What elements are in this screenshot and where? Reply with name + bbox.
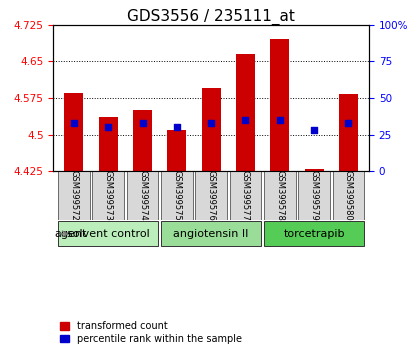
Text: GSM399580: GSM399580 (343, 170, 352, 221)
Point (139, 120, 146, 126)
Legend: transformed count, percentile rank within the sample: transformed count, percentile rank withi… (58, 319, 243, 346)
Bar (58, 171, 90, 220)
Bar (263, 221, 363, 246)
Bar (99, 118, 117, 171)
Text: GSM399572: GSM399572 (69, 170, 78, 221)
Title: GDS3556 / 235111_at: GDS3556 / 235111_at (127, 8, 294, 25)
Text: GSM399574: GSM399574 (138, 170, 147, 221)
Bar (126, 171, 158, 220)
Bar (263, 171, 295, 220)
Point (310, 127, 317, 133)
Bar (338, 94, 357, 171)
Bar (58, 221, 158, 246)
Text: torcetrapib: torcetrapib (283, 229, 344, 239)
Point (105, 124, 111, 130)
Text: GSM399576: GSM399576 (206, 170, 215, 221)
Bar (64, 93, 83, 171)
Bar (167, 130, 186, 171)
Bar (161, 221, 261, 246)
Bar (133, 110, 152, 171)
Point (276, 117, 282, 123)
Bar (201, 88, 220, 171)
Bar (161, 171, 192, 220)
Text: agent: agent (54, 229, 86, 239)
Text: solvent control: solvent control (67, 229, 149, 239)
Text: angiotensin II: angiotensin II (173, 229, 248, 239)
Point (207, 120, 214, 126)
Bar (92, 171, 124, 220)
Bar (195, 171, 227, 220)
Point (242, 117, 248, 123)
Text: GSM399579: GSM399579 (309, 170, 318, 221)
Bar (270, 39, 288, 171)
Bar (304, 169, 323, 171)
Point (344, 120, 351, 126)
Point (173, 124, 180, 130)
Text: GSM399575: GSM399575 (172, 170, 181, 221)
Text: GSM399573: GSM399573 (103, 170, 112, 221)
Bar (332, 171, 363, 220)
Bar (236, 54, 254, 171)
Point (70, 120, 77, 126)
Text: GSM399578: GSM399578 (274, 170, 283, 221)
Text: GSM399577: GSM399577 (240, 170, 249, 221)
Bar (229, 171, 261, 220)
Bar (298, 171, 329, 220)
